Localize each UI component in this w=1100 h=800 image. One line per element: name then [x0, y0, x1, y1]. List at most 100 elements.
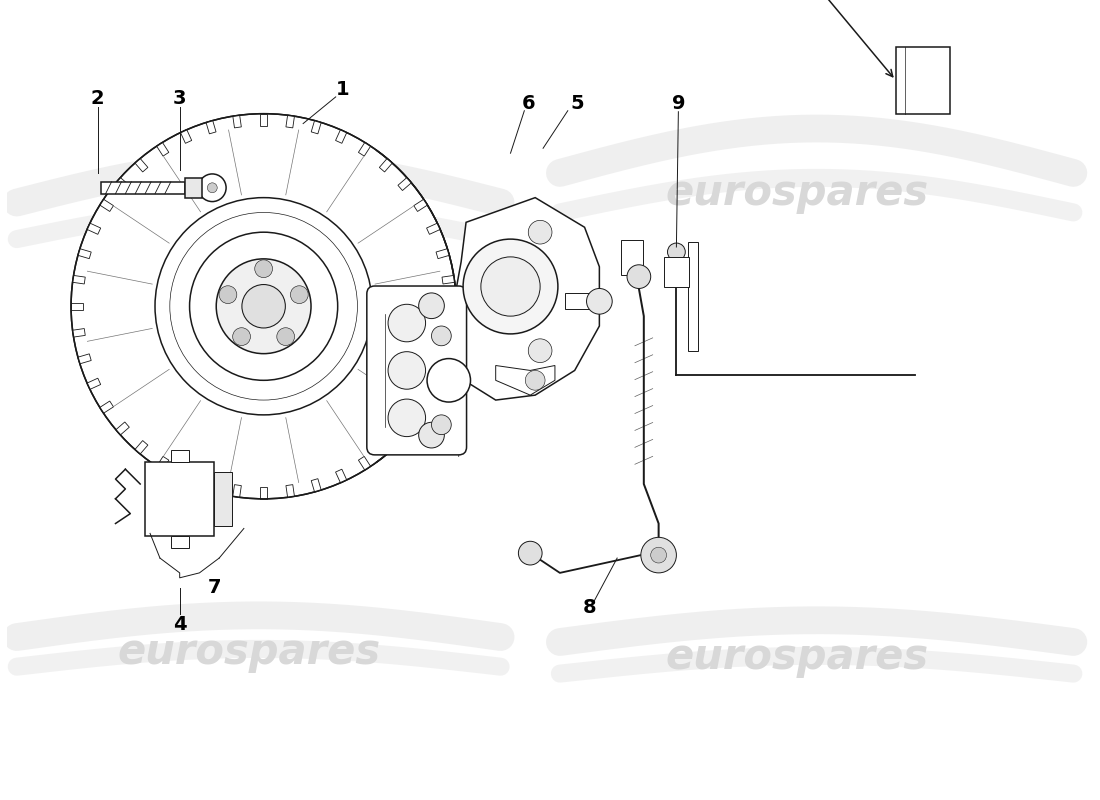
Circle shape [627, 265, 651, 289]
Polygon shape [233, 115, 241, 128]
Polygon shape [100, 401, 113, 414]
Circle shape [586, 289, 613, 314]
Circle shape [207, 183, 217, 193]
Circle shape [431, 415, 451, 434]
Text: 9: 9 [672, 94, 685, 114]
Text: 2: 2 [91, 90, 104, 108]
Polygon shape [180, 470, 191, 483]
Circle shape [388, 304, 426, 342]
Polygon shape [496, 366, 554, 395]
Polygon shape [206, 121, 216, 134]
Circle shape [431, 326, 451, 346]
Polygon shape [180, 130, 191, 143]
Circle shape [651, 547, 667, 563]
FancyBboxPatch shape [145, 462, 214, 536]
Polygon shape [116, 178, 130, 190]
Text: 6: 6 [521, 94, 535, 114]
Polygon shape [156, 142, 168, 156]
Circle shape [481, 257, 540, 316]
Text: 5: 5 [571, 94, 584, 114]
Text: 8: 8 [583, 598, 596, 617]
Polygon shape [427, 378, 440, 390]
Polygon shape [156, 457, 168, 470]
Circle shape [277, 328, 295, 346]
Circle shape [388, 399, 426, 437]
Circle shape [189, 232, 338, 380]
Polygon shape [233, 485, 241, 498]
FancyBboxPatch shape [185, 178, 202, 198]
Polygon shape [261, 487, 267, 499]
Polygon shape [436, 354, 450, 364]
Polygon shape [78, 354, 91, 364]
Text: eurospares: eurospares [118, 202, 381, 243]
Circle shape [668, 243, 685, 261]
Polygon shape [116, 422, 130, 435]
Polygon shape [442, 329, 454, 337]
Polygon shape [895, 46, 950, 114]
Text: 4: 4 [173, 614, 187, 634]
Polygon shape [135, 158, 147, 172]
Text: eurospares: eurospares [666, 172, 928, 214]
Circle shape [528, 220, 552, 244]
Circle shape [526, 370, 546, 390]
Polygon shape [336, 470, 346, 483]
Text: 3: 3 [173, 90, 186, 108]
Circle shape [427, 358, 471, 402]
Text: 7: 7 [208, 578, 221, 597]
FancyBboxPatch shape [689, 242, 698, 350]
Circle shape [641, 538, 676, 573]
Circle shape [242, 285, 285, 328]
Polygon shape [100, 199, 113, 211]
Circle shape [198, 174, 227, 202]
FancyBboxPatch shape [170, 536, 188, 548]
Polygon shape [414, 401, 428, 414]
Polygon shape [135, 441, 147, 454]
Polygon shape [398, 178, 411, 190]
Polygon shape [286, 485, 295, 498]
Polygon shape [72, 303, 82, 310]
Polygon shape [442, 275, 454, 284]
Polygon shape [427, 223, 440, 234]
Circle shape [463, 239, 558, 334]
Circle shape [255, 260, 273, 278]
Polygon shape [286, 115, 295, 128]
Circle shape [72, 114, 456, 499]
Polygon shape [87, 223, 101, 234]
Polygon shape [206, 478, 216, 492]
Circle shape [388, 352, 426, 390]
Circle shape [528, 339, 552, 362]
Polygon shape [451, 198, 600, 400]
Text: eurospares: eurospares [118, 631, 381, 673]
Polygon shape [336, 130, 346, 143]
Polygon shape [379, 158, 393, 172]
Polygon shape [73, 275, 85, 284]
Polygon shape [261, 114, 267, 126]
FancyBboxPatch shape [214, 472, 232, 526]
Polygon shape [359, 142, 371, 156]
Circle shape [518, 542, 542, 565]
FancyBboxPatch shape [366, 286, 466, 455]
FancyBboxPatch shape [664, 257, 689, 286]
Polygon shape [398, 422, 411, 435]
Circle shape [217, 259, 311, 354]
Circle shape [233, 328, 251, 346]
Polygon shape [311, 478, 321, 492]
Polygon shape [73, 329, 85, 337]
Polygon shape [359, 457, 371, 470]
Circle shape [290, 286, 308, 303]
Polygon shape [444, 303, 456, 310]
FancyBboxPatch shape [621, 240, 642, 274]
Polygon shape [311, 121, 321, 134]
Polygon shape [414, 199, 428, 211]
FancyBboxPatch shape [564, 294, 604, 310]
Circle shape [419, 293, 444, 318]
Circle shape [419, 422, 444, 448]
Polygon shape [436, 249, 450, 258]
FancyBboxPatch shape [101, 182, 185, 194]
Polygon shape [87, 378, 101, 390]
Polygon shape [379, 441, 393, 454]
FancyBboxPatch shape [170, 450, 188, 462]
Polygon shape [78, 249, 91, 258]
Text: eurospares: eurospares [666, 636, 928, 678]
Text: 1: 1 [336, 79, 350, 98]
